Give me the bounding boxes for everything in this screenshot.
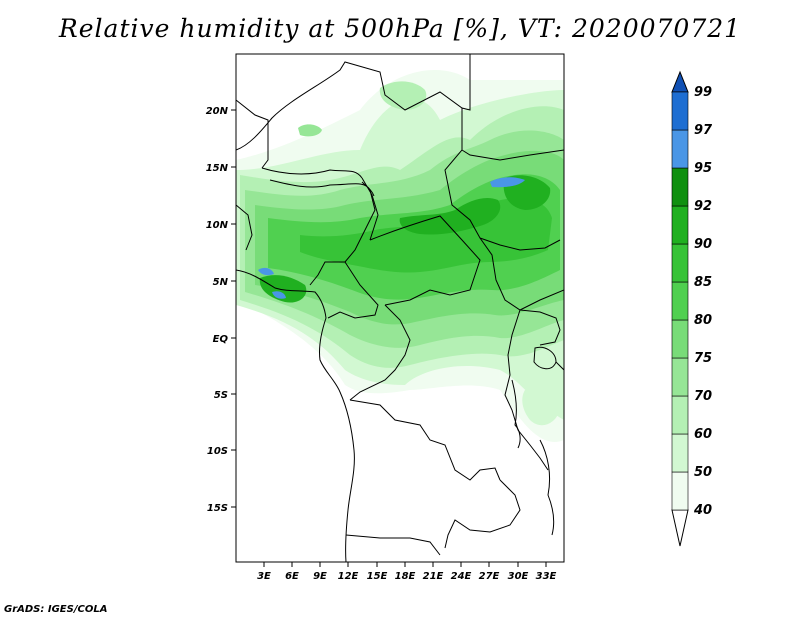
border-car [369,215,481,306]
map-title: Relative humidity at 500hPa [%], VT: 202… [58,14,742,43]
border-congo-drc [349,304,411,401]
lake-tanganyika [511,379,521,449]
colorbar-label: 80 [694,313,712,328]
colorbar-band [671,129,689,169]
colorbar-label: 75 [694,351,712,366]
lake-chad [361,181,375,197]
lon-label: 9E [313,571,327,582]
border-nigeria [269,179,376,286]
lon-label: 18E [395,571,416,582]
lon-label: 6E [285,571,299,582]
lat-label: EQ [213,334,229,345]
credit-label: GrADS: IGES/COLA [4,604,108,615]
rh-40-northwest-patch [298,124,322,137]
lat-label: 5N [213,277,229,288]
border-uganda-kenya [519,309,561,346]
lon-label: 3E [257,571,271,582]
lon-label: 15E [367,571,388,582]
colorbar-label: 97 [694,123,713,138]
border-cameroon-congo [327,261,379,319]
colorbar-label: 70 [694,389,712,404]
rh-90-area [399,198,501,235]
colorbar-band [671,433,689,473]
latitude-axis: 20N 15N 10N 5N EQ 5S 10S 15S [206,106,236,514]
colorbar-band [671,357,689,397]
colorbar-band [671,471,689,511]
lon-label: 21E [423,571,444,582]
colorbar-label: 95 [694,161,712,176]
rh-97-west-patch [258,267,274,276]
lat-label: 15N [206,163,229,174]
border-mali-north [236,99,269,169]
colorbar-label: 90 [694,237,712,252]
colorbar-label: 50 [694,465,712,480]
border-south-sudan [479,237,561,251]
lon-label: 30E [508,571,529,582]
lat-label: 15S [207,503,228,514]
rh-90-area-west [259,275,307,303]
border-niger-chad [236,54,471,151]
lat-label: 10S [207,446,228,457]
border-sudan-south [461,149,564,161]
colorbar-band [671,205,689,245]
colorbar-label: 99 [694,85,712,100]
rh-97-coast-patch [272,291,286,299]
border-malawi [539,439,555,536]
lon-label: 12E [338,571,359,582]
colorbar-label: 92 [694,199,712,214]
colorbar-top-arrow [671,70,689,93]
coastline-west-africa [236,269,355,562]
lon-label: 33E [536,571,557,582]
colorbar: 40 50 60 70 75 80 85 90 92 95 97 99 [671,70,713,547]
colorbar-band [671,395,689,435]
colorbar-label: 60 [694,427,712,442]
lon-label: 27E [479,571,500,582]
border-zambia [444,479,521,549]
colorbar-band [671,281,689,321]
lon-label: 24E [451,571,472,582]
plot-frame [235,53,565,563]
humidity-field [236,70,564,442]
colorbar-label: 85 [694,275,712,290]
lat-label: 5S [214,390,228,401]
lat-label: 10N [206,220,229,231]
colorbar-band [671,167,689,207]
colorbar-band [671,243,689,283]
lat-label: 20N [206,106,229,117]
rh-97-east-patch [490,177,525,188]
colorbar-label: 40 [693,503,712,518]
colorbar-bottom-arrow [671,509,689,547]
rh-40-north-patch [379,81,427,110]
border-west-coast-small [236,204,253,251]
border-drc-angola [349,399,501,481]
border-tanzania [555,361,564,371]
rh-40-southeast-patch [522,388,560,426]
colorbar-band [671,319,689,359]
country-boundaries [236,54,564,562]
colorbar-band [671,91,689,131]
border-angola-south [345,534,441,556]
border-niger-nigeria [261,167,363,179]
border-libya-sudan [444,108,564,311]
border-east-drc [504,309,549,471]
longitude-axis: 3E 6E 9E 12E 15E 18E 21E 24E 27E 30E 33E [257,562,557,582]
